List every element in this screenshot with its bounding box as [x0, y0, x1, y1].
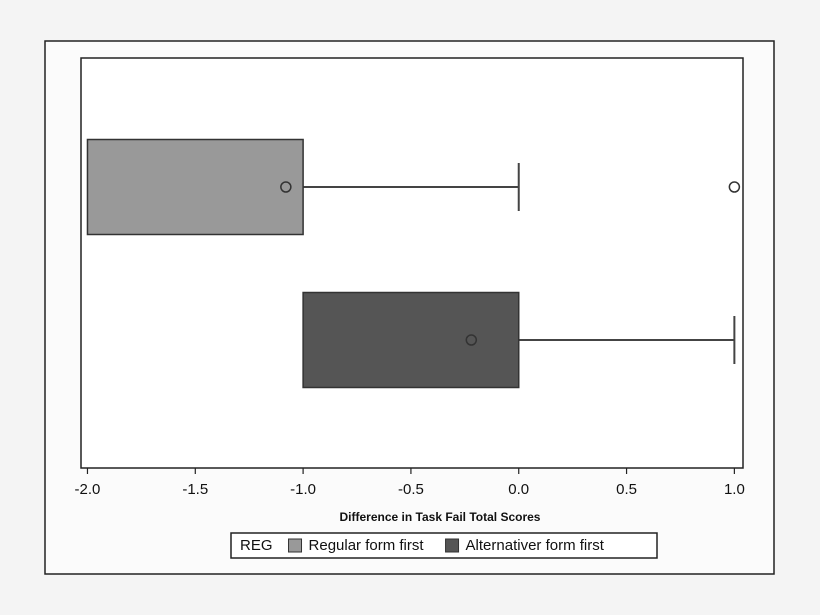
legend-swatch: [288, 538, 303, 553]
box: [302, 291, 520, 389]
x-tick-label: -2.0: [75, 481, 101, 498]
x-tick-label: 0.0: [508, 481, 529, 498]
legend-label: Alternativer form first: [466, 537, 605, 554]
x-tick-label: -1.5: [182, 481, 208, 498]
x-tick-label: -0.5: [398, 481, 424, 498]
outlier: [728, 181, 741, 193]
box: [86, 138, 304, 236]
mean-marker: [280, 181, 292, 193]
x-tick-label: 1.0: [724, 481, 745, 498]
plot-area: [80, 57, 744, 469]
legend-title: REG: [240, 537, 273, 554]
x-tick-label: -1.0: [290, 481, 316, 498]
legend-swatch: [445, 538, 460, 553]
x-tick-label: 0.5: [616, 481, 637, 498]
x-axis-label: Difference in Task Fail Total Scores: [340, 510, 541, 524]
mean-marker: [465, 334, 478, 346]
legend-label: Regular form first: [309, 537, 425, 554]
